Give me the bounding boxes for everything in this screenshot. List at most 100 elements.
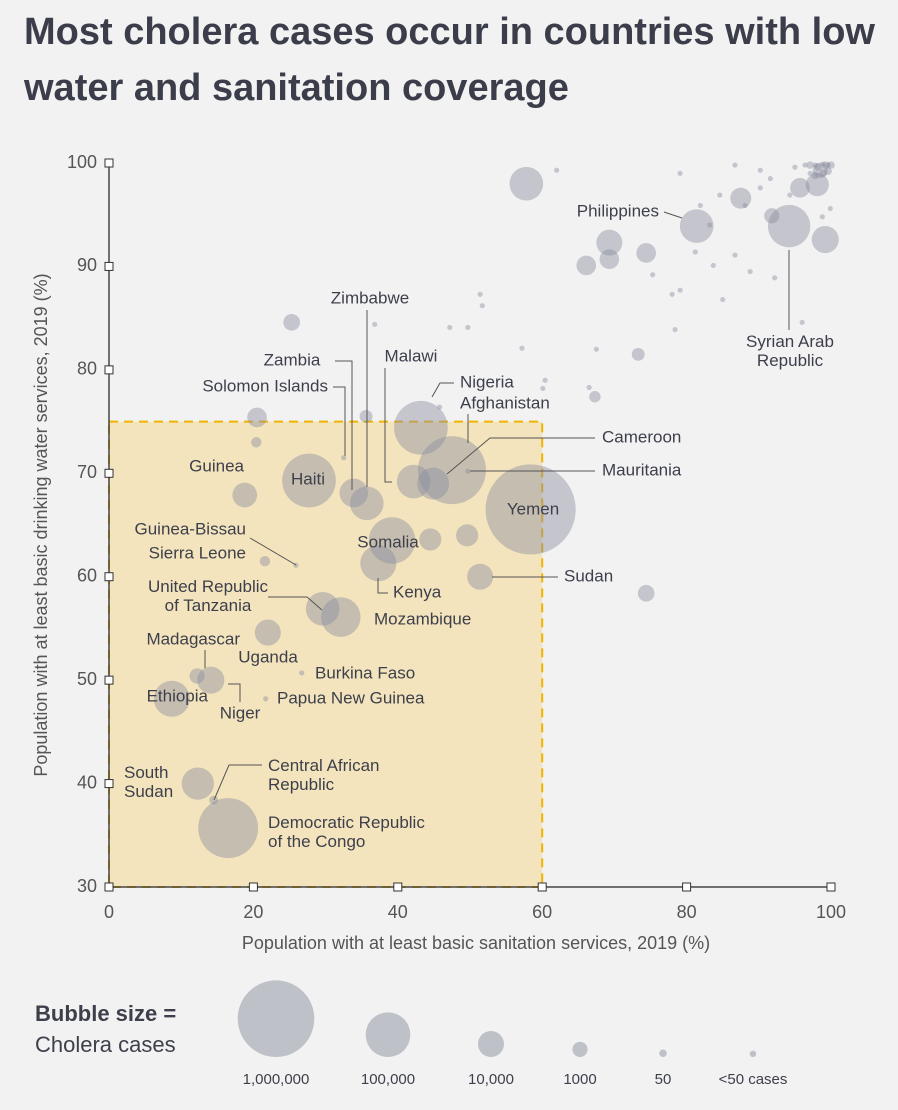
bubble [672,326,678,333]
legend-label: 100,000 [361,1071,415,1088]
bubble [717,192,723,198]
point-label: Afghanistan [460,393,550,412]
point-label: Zambia [264,350,321,369]
bubble [806,161,814,169]
bubble [812,162,828,178]
y-tick [104,882,114,892]
bubble [576,255,597,276]
bubble [247,407,267,428]
bubble [181,767,214,800]
y-tick [104,365,114,375]
bubble [732,162,738,168]
point-label: Solomon Islands [202,376,328,395]
y-tick-label: 60 [77,565,97,585]
bubble [540,385,546,392]
bubble [747,269,753,275]
bubble [807,170,813,176]
y-tick [104,779,114,789]
point-label: Madagascar [146,629,240,648]
bubble [542,377,548,383]
point-label: Zimbabwe [331,288,409,307]
leader-line [333,386,346,456]
leader-line [384,368,392,483]
legend-bubble [749,1050,757,1057]
point-label: Cameroon [602,427,681,446]
bubble [811,171,819,180]
x-tick [826,882,836,892]
bubble [819,214,825,220]
bubble [254,619,281,646]
bubble [824,167,832,176]
bubble [757,167,763,173]
bubble [787,192,793,198]
point-label: Syrian Arab Republic [746,332,834,370]
y-tick [104,675,114,685]
bubble [305,591,340,626]
highlight-region [108,420,544,888]
bubble [631,347,645,361]
bubble [827,161,835,169]
x-tick-label: 80 [677,902,697,922]
legend-label: <50 cases [719,1071,788,1088]
x-tick-label: 40 [388,902,408,922]
leader-line [377,578,388,594]
x-tick-label: 20 [243,902,263,922]
bubble [669,291,675,297]
leader-line [431,382,454,398]
bubble [359,409,373,423]
bubble [417,467,450,500]
bubble [825,162,831,168]
legend-bubble [365,1012,411,1057]
bubble [394,400,448,455]
bubble [596,229,623,256]
bubble [742,202,748,208]
point-label: United Republic of Tanzania [148,577,269,615]
bubble [485,464,576,555]
bubble [197,666,225,694]
legend-label: 50 [655,1071,672,1088]
bubble [636,243,656,263]
bubble [465,324,471,331]
x-tick-label: 100 [816,902,846,922]
bubble [692,249,698,255]
y-tick-label: 50 [77,669,97,689]
x-tick-label: 60 [532,902,552,922]
point-label: Sudan [564,566,613,585]
x-tick [537,882,547,892]
point-label: Papua New Guinea [277,688,425,707]
y-tick-label: 100 [67,152,97,172]
x-tick [248,882,258,892]
bubble [637,584,655,602]
point-label: Nigeria [460,372,514,391]
point-label: Somalia [357,532,419,551]
leader-line [335,360,353,490]
bubble [772,275,778,281]
bubble [467,563,494,590]
bubble [757,185,763,191]
bubble [679,209,714,243]
bubble [419,528,442,551]
bubble [799,319,805,325]
bubble [360,545,397,582]
point-label: Guinea-Bissau [134,519,246,538]
bubble [263,696,269,702]
bubble [153,680,190,717]
point-label: Yemen [507,499,559,518]
bubble [811,225,839,254]
bubble [790,178,810,198]
leader-line [213,764,262,801]
bubble [593,346,599,352]
bubble [447,324,453,331]
leader-line [446,437,595,475]
point-label: Central African Republic [268,756,380,794]
bubble [251,437,262,448]
x-tick [393,882,403,892]
bubble [189,668,205,684]
point-label: Democratic Republic of the Congo [268,813,425,851]
y-axis-title: Population with at least basic drinking … [31,273,51,776]
leader-line [663,211,683,219]
bubble [677,170,683,176]
point-label: Uganda [238,647,298,666]
legend-title: Bubble size = [35,1001,176,1026]
bubble [282,453,336,508]
